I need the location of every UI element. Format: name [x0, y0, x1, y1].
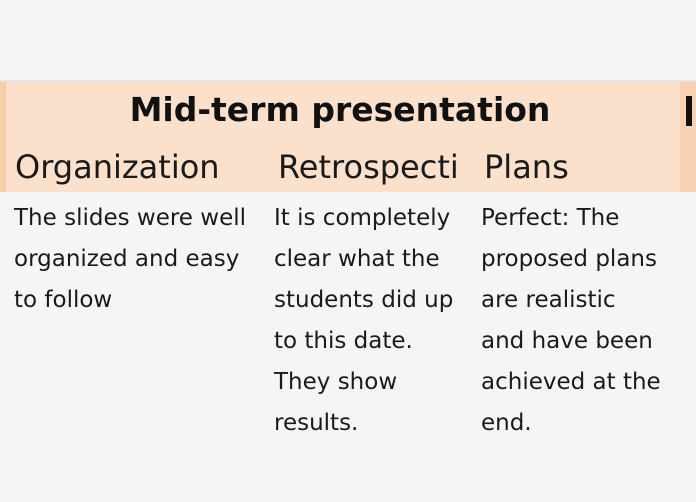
next-column-strip	[680, 82, 696, 192]
column-header-retrospective: Retrospecti	[278, 148, 459, 186]
top-blank-area	[0, 0, 696, 82]
cell-plans: Perfect: The proposed plans are realisti…	[481, 205, 661, 436]
divider	[0, 80, 696, 82]
table-header-band	[0, 82, 680, 192]
header-band-accent	[0, 82, 6, 192]
cell-organization: The slides were well organized and easy …	[14, 205, 247, 313]
cell-retrospective: It is completely clear what the students…	[274, 205, 454, 436]
cut-off-glyph	[686, 96, 692, 126]
column-header-plans: Plans	[484, 148, 569, 186]
column-header-organization: Organization	[15, 148, 220, 186]
table-title: Mid-term presentation	[129, 90, 551, 129]
